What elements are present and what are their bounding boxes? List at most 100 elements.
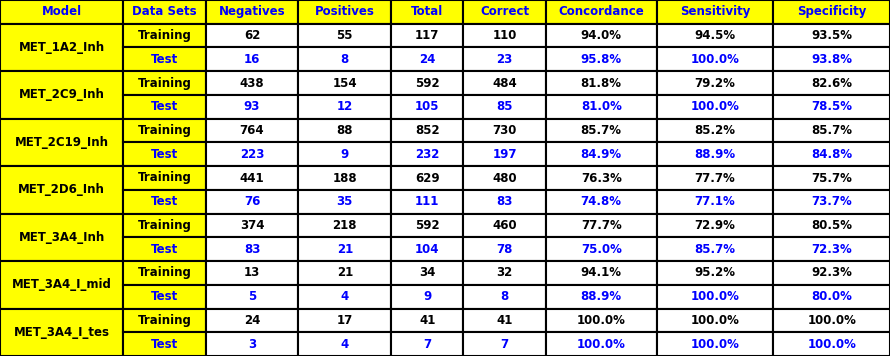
Text: 82.6%: 82.6%	[811, 77, 853, 90]
Bar	[546, 95, 657, 119]
Text: Data Sets: Data Sets	[132, 5, 197, 19]
Bar	[391, 214, 464, 237]
Bar	[657, 285, 773, 309]
Bar	[206, 166, 298, 190]
Bar	[123, 309, 206, 332]
Text: 100.0%: 100.0%	[691, 337, 740, 351]
Text: 460: 460	[492, 219, 517, 232]
Bar	[206, 237, 298, 261]
Text: 12: 12	[336, 100, 352, 113]
Bar	[298, 24, 391, 47]
Bar	[464, 95, 546, 119]
Text: Test: Test	[150, 337, 178, 351]
Text: 100.0%: 100.0%	[691, 53, 740, 66]
Bar	[773, 166, 890, 190]
Text: 223: 223	[239, 148, 264, 161]
Text: 75.0%: 75.0%	[581, 243, 621, 256]
Bar	[773, 237, 890, 261]
Text: Test: Test	[150, 53, 178, 66]
Text: 95.8%: 95.8%	[580, 53, 622, 66]
Bar	[464, 166, 546, 190]
Text: 13: 13	[244, 266, 260, 279]
Text: 154: 154	[333, 77, 357, 90]
Text: 24: 24	[244, 314, 260, 327]
Bar	[206, 309, 298, 332]
Bar	[657, 95, 773, 119]
Bar	[206, 285, 298, 309]
Text: Concordance: Concordance	[558, 5, 644, 19]
Text: 85.2%: 85.2%	[694, 124, 735, 137]
Text: 730: 730	[492, 124, 517, 137]
Text: 76.3%: 76.3%	[581, 172, 621, 184]
Bar	[206, 71, 298, 95]
Bar	[546, 24, 657, 47]
Text: 188: 188	[333, 172, 357, 184]
Text: 4: 4	[341, 337, 349, 351]
Text: 80.0%: 80.0%	[812, 290, 852, 303]
Text: MET_3A4_Inh: MET_3A4_Inh	[19, 231, 105, 244]
Bar	[123, 0, 206, 24]
Bar	[546, 190, 657, 214]
Text: 92.3%: 92.3%	[812, 266, 852, 279]
Bar	[657, 142, 773, 166]
Text: Test: Test	[150, 290, 178, 303]
Bar	[657, 309, 773, 332]
Bar	[773, 332, 890, 356]
Text: MET_3A4_I_mid: MET_3A4_I_mid	[12, 278, 111, 291]
Text: Test: Test	[150, 195, 178, 208]
Bar	[206, 332, 298, 356]
Text: 9: 9	[341, 148, 349, 161]
Bar	[391, 119, 464, 142]
Text: Negatives: Negatives	[219, 5, 286, 19]
Bar	[464, 119, 546, 142]
Bar	[391, 0, 464, 24]
Text: 83: 83	[244, 243, 260, 256]
Bar	[206, 95, 298, 119]
Text: 41: 41	[419, 314, 435, 327]
Text: 3: 3	[248, 337, 256, 351]
Text: 85.7%: 85.7%	[580, 124, 622, 137]
Bar	[298, 71, 391, 95]
Bar	[464, 237, 546, 261]
Bar	[391, 24, 464, 47]
Text: 197: 197	[492, 148, 517, 161]
Text: 94.0%: 94.0%	[580, 29, 622, 42]
Bar	[546, 309, 657, 332]
Bar	[773, 119, 890, 142]
Bar	[657, 190, 773, 214]
Text: 32: 32	[497, 266, 513, 279]
Bar	[546, 332, 657, 356]
Bar	[546, 214, 657, 237]
Bar	[123, 47, 206, 71]
Text: 218: 218	[333, 219, 357, 232]
Text: MET_1A2_Inh: MET_1A2_Inh	[19, 41, 105, 54]
Text: Correct: Correct	[480, 5, 529, 19]
Bar	[206, 142, 298, 166]
Bar	[657, 71, 773, 95]
Bar	[546, 237, 657, 261]
Bar	[773, 95, 890, 119]
Text: 232: 232	[415, 148, 440, 161]
Bar	[298, 309, 391, 332]
Bar	[464, 261, 546, 285]
Bar	[657, 332, 773, 356]
Bar	[123, 190, 206, 214]
Bar	[0, 71, 123, 119]
Bar	[206, 0, 298, 24]
Text: Training: Training	[137, 172, 191, 184]
Text: 95.2%: 95.2%	[694, 266, 735, 279]
Bar	[773, 214, 890, 237]
Bar	[298, 47, 391, 71]
Text: 77.7%: 77.7%	[581, 219, 621, 232]
Bar	[298, 95, 391, 119]
Text: Test: Test	[150, 148, 178, 161]
Bar	[298, 166, 391, 190]
Bar	[123, 285, 206, 309]
Text: 764: 764	[239, 124, 264, 137]
Text: 85: 85	[497, 100, 513, 113]
Text: 41: 41	[497, 314, 513, 327]
Text: 88.9%: 88.9%	[694, 148, 736, 161]
Text: Sensitivity: Sensitivity	[680, 5, 750, 19]
Bar	[391, 166, 464, 190]
Bar	[206, 190, 298, 214]
